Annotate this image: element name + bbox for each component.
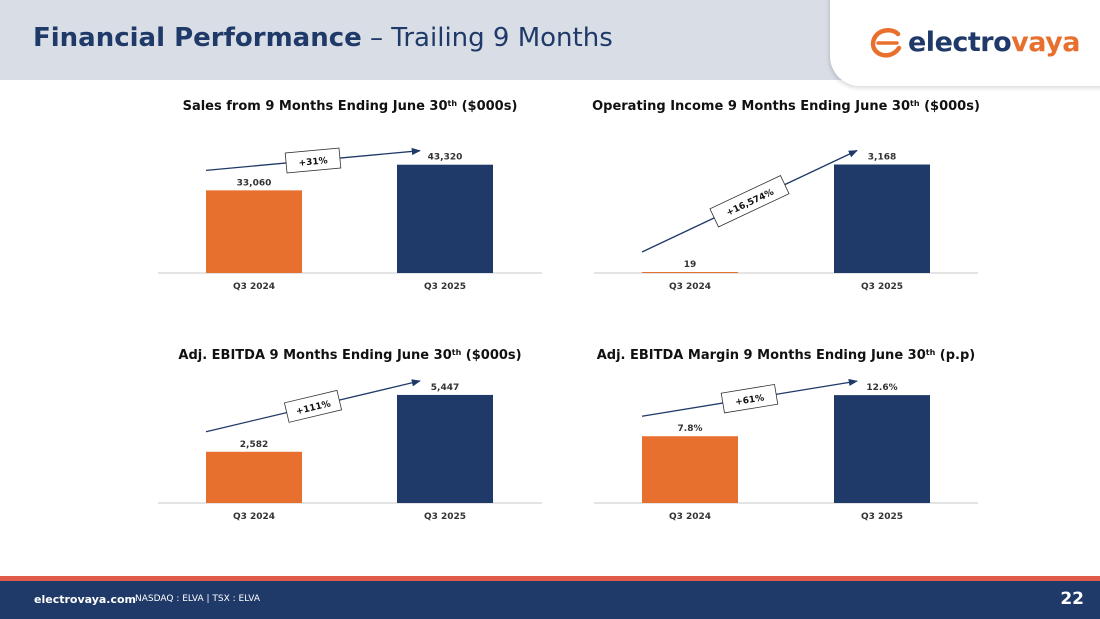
bar-q3-2025	[834, 164, 930, 273]
bar-q3-2024	[206, 190, 302, 273]
growth-badge: +111%	[283, 389, 343, 423]
chart-title: Sales from 9 Months Ending June 30th ($0…	[183, 99, 518, 115]
x-tick-label: Q3 2024	[669, 282, 711, 292]
data-label: 19	[684, 260, 697, 270]
page-number: 22	[1060, 589, 1084, 609]
growth-badge-box	[284, 147, 342, 174]
growth-badge-box	[720, 383, 779, 414]
logo-wordmark: electrovaya	[908, 27, 1080, 59]
x-tick-label: Q3 2025	[861, 282, 903, 292]
logo-wordmark-part1: electro	[908, 27, 1012, 58]
logo-card: electrovaya	[830, 0, 1100, 86]
bar-q3-2024	[206, 451, 302, 503]
footer-site-link[interactable]: electrovaya.com	[34, 593, 137, 606]
data-label: 2,582	[240, 440, 268, 450]
growth-badge: +16,574%	[709, 175, 790, 228]
growth-label: +61%	[735, 393, 765, 408]
chart-panel-2: Operating Income 9 Months Ending June 30…	[592, 99, 980, 293]
bar-q3-2025	[397, 394, 493, 503]
chart-title: Adj. EBITDA Margin 9 Months Ending June …	[597, 348, 976, 364]
growth-label: +31%	[298, 156, 328, 169]
page-title-main: Financial Performance	[33, 23, 362, 53]
footer-ticker: NASDAQ : ELVA | TSX : ELVA	[135, 594, 260, 604]
bar-q3-2025	[397, 164, 493, 273]
x-tick-label: Q3 2024	[669, 512, 711, 522]
bar-q3-2024	[642, 436, 738, 503]
x-tick-label: Q3 2024	[233, 282, 275, 292]
growth-badge-box	[709, 175, 790, 228]
footer: electrovaya.com NASDAQ : ELVA | TSX : EL…	[0, 581, 1100, 619]
data-label: 33,060	[237, 178, 272, 188]
logo-wordmark-part2: vaya	[1011, 27, 1080, 58]
page-title-subtitle: – Trailing 9 Months	[370, 23, 613, 53]
bar-q3-2024	[642, 272, 738, 273]
growth-badge-box	[283, 389, 343, 423]
growth-badge: +31%	[284, 147, 342, 174]
electrovaya-logo-icon	[870, 28, 902, 58]
data-label: 5,447	[431, 383, 459, 393]
data-label: 3,168	[868, 153, 896, 163]
data-label: 43,320	[428, 153, 463, 163]
bar-q3-2025	[834, 395, 930, 503]
page-title: Financial Performance – Trailing 9 Month…	[33, 18, 613, 58]
data-label: 12.6%	[866, 383, 897, 393]
chart-title: Adj. EBITDA 9 Months Ending June 30th ($…	[178, 348, 521, 364]
x-tick-label: Q3 2025	[424, 282, 466, 292]
x-tick-label: Q3 2025	[861, 512, 903, 522]
x-tick-label: Q3 2024	[233, 512, 275, 522]
chart-title: Operating Income 9 Months Ending June 30…	[592, 99, 980, 115]
footer-stripe	[0, 576, 1100, 581]
chart-panel-3: Adj. EBITDA 9 Months Ending June 30th ($…	[158, 348, 542, 522]
data-label: 7.8%	[678, 424, 703, 434]
chart-panel-1: Sales from 9 Months Ending June 30th ($0…	[158, 99, 542, 292]
growth-badge: +61%	[720, 383, 779, 414]
x-tick-label: Q3 2025	[424, 512, 466, 522]
chart-panel-4: Adj. EBITDA Margin 9 Months Ending June …	[594, 348, 978, 522]
